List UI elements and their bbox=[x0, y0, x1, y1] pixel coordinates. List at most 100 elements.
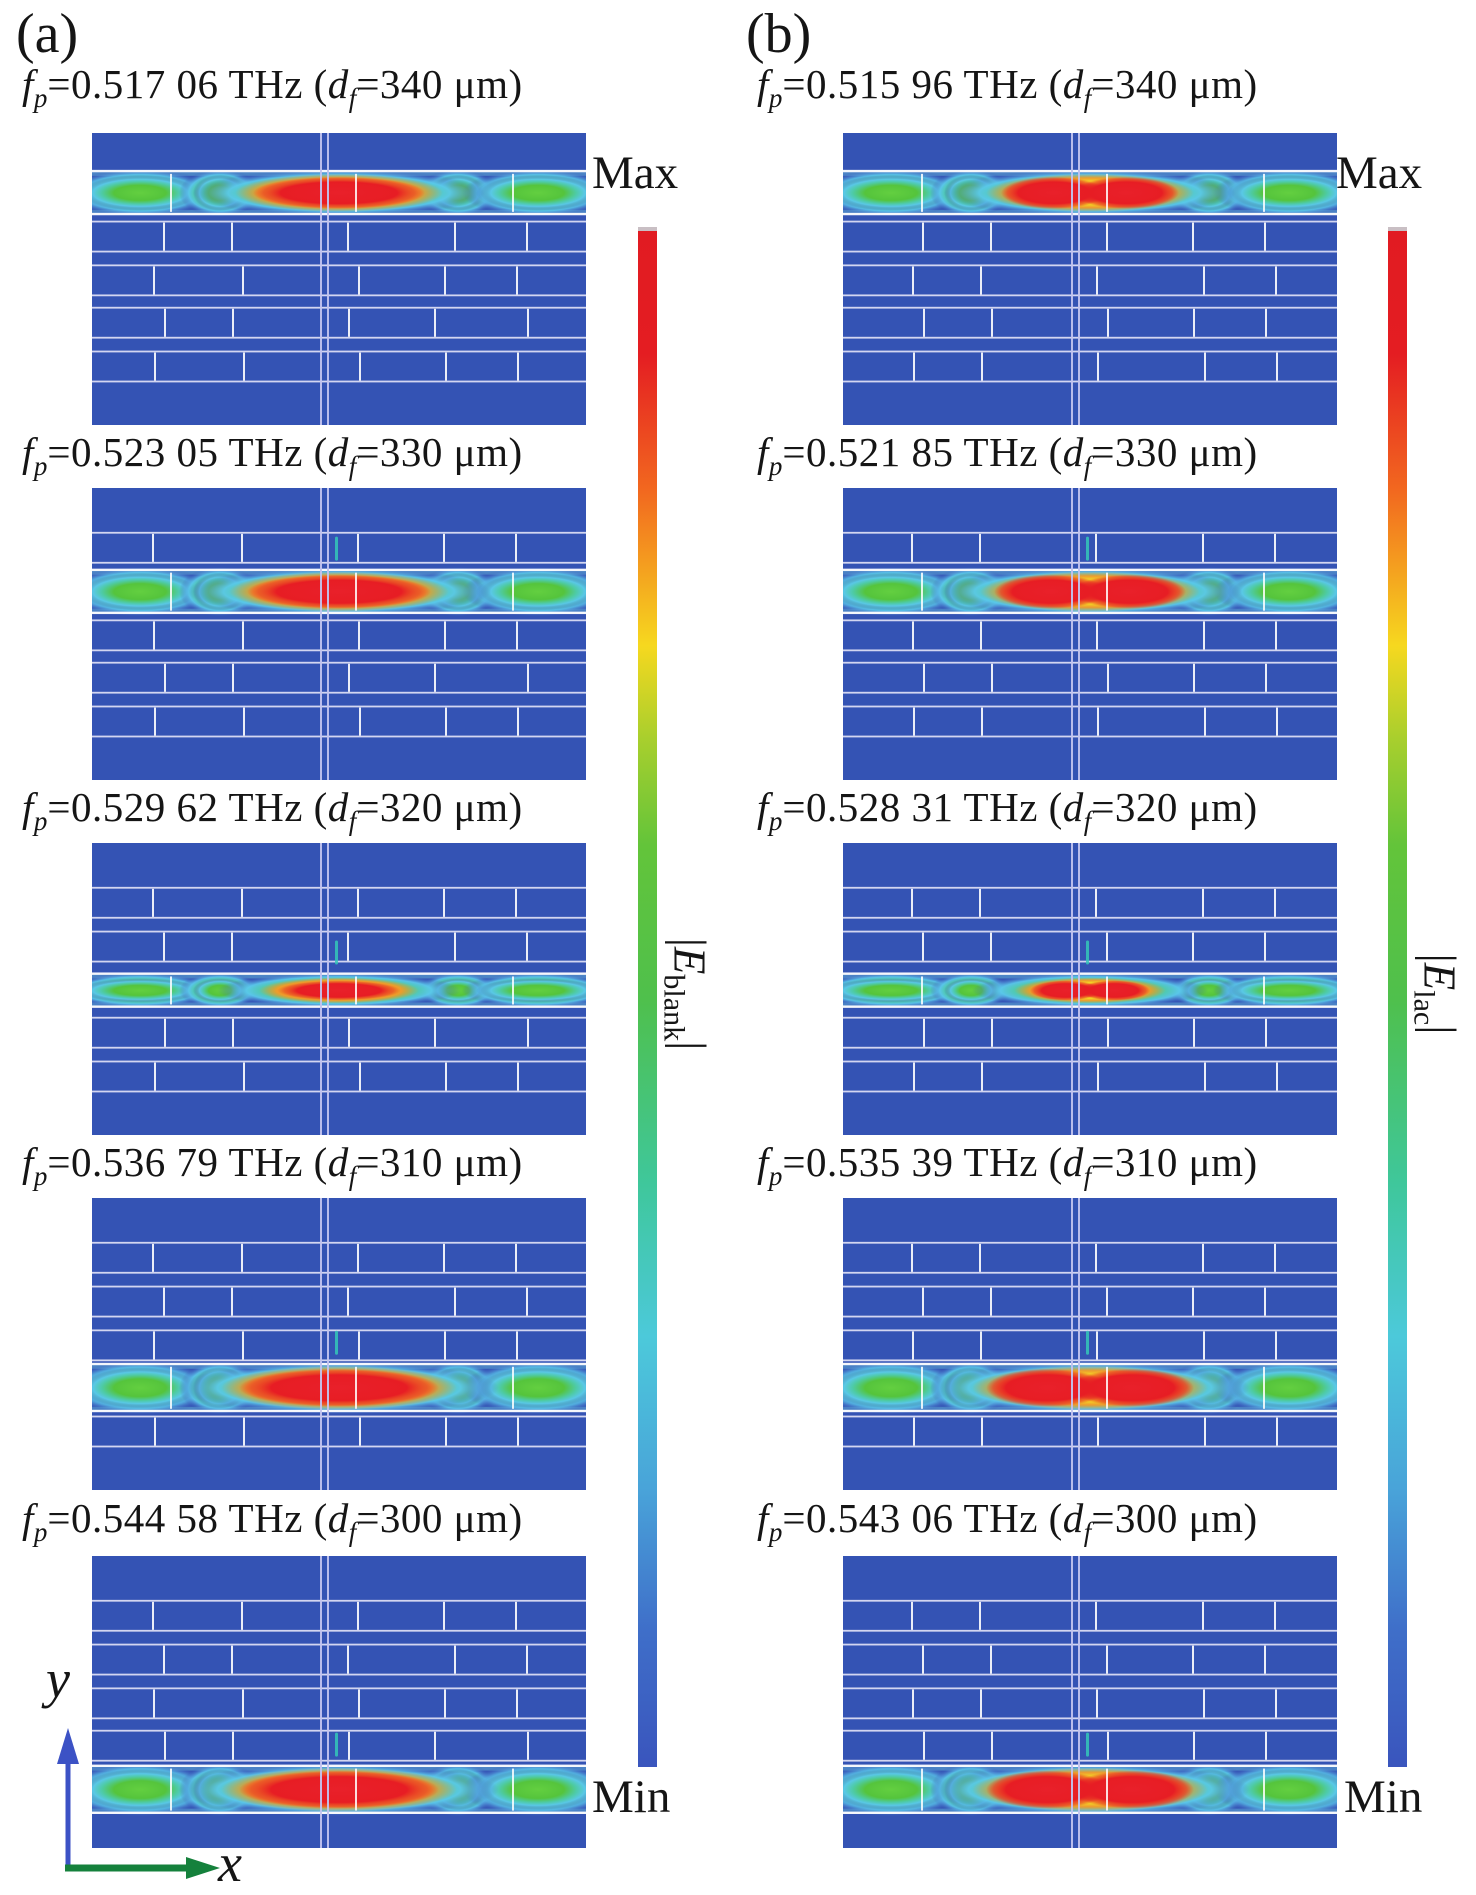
frequency-subscript: p bbox=[33, 806, 48, 836]
frequency-subscript: p bbox=[768, 1161, 783, 1191]
bragg-layer-row bbox=[92, 886, 586, 919]
center-interface-line bbox=[327, 488, 329, 780]
thickness-value: =330 μm) bbox=[356, 429, 523, 475]
thickness-value: =320 μm) bbox=[1091, 784, 1258, 830]
bragg-layer-row bbox=[92, 1687, 586, 1720]
bragg-layer-row bbox=[92, 1285, 586, 1318]
frequency-subscript: p bbox=[33, 1161, 48, 1191]
abs-bar-open: | bbox=[1414, 953, 1466, 963]
field-map-panel-b3 bbox=[843, 843, 1337, 1135]
panel-group-label-a: (a) bbox=[16, 3, 79, 65]
center-interface-line bbox=[327, 1198, 329, 1490]
field-map-panel-b4 bbox=[843, 1198, 1337, 1490]
thickness-symbol: d bbox=[1062, 784, 1084, 830]
bragg-layer-row bbox=[92, 930, 586, 963]
thickness-subscript: f bbox=[348, 83, 357, 113]
thickness-subscript: f bbox=[348, 1517, 357, 1547]
bragg-layer-row bbox=[843, 1016, 1337, 1049]
bragg-layer-row bbox=[843, 1060, 1337, 1093]
colorbar-a-max-label: Max bbox=[592, 147, 679, 199]
bragg-layer-row bbox=[92, 1729, 586, 1762]
colorbar-a-quantity-label: |Eblank| bbox=[658, 937, 717, 1051]
field-map-panel-b2 bbox=[843, 488, 1337, 780]
y-axis-label: y bbox=[46, 1649, 70, 1709]
panel-background bbox=[843, 488, 1337, 780]
defect-mode-band bbox=[843, 940, 1337, 1009]
abs-bar-close: | bbox=[664, 1041, 716, 1051]
thickness-value: =310 μm) bbox=[356, 1139, 523, 1185]
frequency-value: =0.544 58 THz ( bbox=[47, 1495, 328, 1541]
bragg-layer-row bbox=[843, 531, 1337, 564]
thickness-symbol: d bbox=[1062, 61, 1084, 107]
panel-title-a5: fp=0.544 58 THz (df=300 μm) bbox=[22, 1494, 523, 1546]
bragg-layer-row bbox=[843, 1599, 1337, 1632]
colorbar-b-max-label: Max bbox=[1336, 147, 1423, 199]
bragg-layer-row bbox=[843, 220, 1337, 253]
bragg-layer-row bbox=[843, 1729, 1337, 1762]
panel-background bbox=[92, 1198, 586, 1490]
center-interface-line bbox=[1078, 133, 1080, 425]
bragg-layer-row bbox=[843, 661, 1337, 694]
center-interface-line bbox=[320, 488, 322, 780]
frequency-value: =0.535 39 THz ( bbox=[782, 1139, 1063, 1185]
center-interface-line bbox=[1078, 488, 1080, 780]
frequency-value: =0.543 06 THz ( bbox=[782, 1495, 1063, 1541]
bragg-layer-row bbox=[843, 1687, 1337, 1720]
center-interface-line bbox=[320, 843, 322, 1135]
bragg-layer-row bbox=[843, 1241, 1337, 1274]
colorbar-b-min-label: Min bbox=[1344, 1771, 1423, 1823]
colorbar-a-min-label: Min bbox=[592, 1771, 671, 1823]
frequency-value: =0.536 79 THz ( bbox=[47, 1139, 328, 1185]
bragg-layer-row bbox=[92, 1643, 586, 1676]
frequency-value: =0.529 62 THz ( bbox=[47, 784, 328, 830]
thickness-value: =340 μm) bbox=[356, 61, 523, 107]
thickness-subscript: f bbox=[1083, 451, 1092, 481]
field-leak-artifact bbox=[335, 536, 338, 561]
thickness-symbol: d bbox=[1062, 1495, 1084, 1541]
frequency-subscript: p bbox=[768, 1517, 783, 1547]
bragg-layer-row bbox=[92, 1599, 586, 1632]
panel-title-a3: fp=0.529 62 THz (df=320 μm) bbox=[22, 783, 523, 835]
frequency-value: =0.515 96 THz ( bbox=[782, 61, 1063, 107]
frequency-value: =0.517 06 THz ( bbox=[47, 61, 328, 107]
defect-mode-band bbox=[843, 1330, 1337, 1415]
frequency-subscript: p bbox=[33, 451, 48, 481]
panel-title-b1: fp=0.515 96 THz (df=340 μm) bbox=[757, 60, 1258, 112]
center-interface-line bbox=[320, 133, 322, 425]
panel-title-b2: fp=0.521 85 THz (df=330 μm) bbox=[757, 428, 1258, 480]
frequency-symbol: f bbox=[757, 1139, 769, 1185]
bragg-layer-row bbox=[843, 1285, 1337, 1318]
abs-bar-open: | bbox=[664, 937, 716, 947]
frequency-value: =0.523 05 THz ( bbox=[47, 429, 328, 475]
bragg-layer-row bbox=[843, 350, 1337, 383]
defect-mode-band bbox=[92, 1732, 586, 1817]
center-interface-line bbox=[320, 1198, 322, 1490]
bragg-layer-row bbox=[92, 1016, 586, 1049]
defect-mode-band bbox=[92, 536, 586, 617]
thickness-subscript: f bbox=[1083, 806, 1092, 836]
center-interface-line bbox=[1071, 843, 1073, 1135]
frequency-symbol: f bbox=[22, 1139, 34, 1185]
defect-mode-band bbox=[92, 168, 586, 217]
panel-title-b3: fp=0.528 31 THz (df=320 μm) bbox=[757, 783, 1258, 835]
thickness-symbol: d bbox=[1062, 429, 1084, 475]
bragg-layer-row bbox=[843, 619, 1337, 652]
bragg-layer-row bbox=[843, 1415, 1337, 1448]
frequency-symbol: f bbox=[22, 61, 34, 107]
coordinate-axes bbox=[57, 1728, 220, 1879]
field-leak-artifact bbox=[335, 940, 338, 965]
defect-mode-band bbox=[843, 1732, 1337, 1817]
field-map-panel-a3 bbox=[92, 843, 586, 1135]
center-interface-line bbox=[1071, 488, 1073, 780]
center-interface-line bbox=[1071, 133, 1073, 425]
panel-title-a2: fp=0.523 05 THz (df=330 μm) bbox=[22, 428, 523, 480]
colorbar-a bbox=[638, 227, 657, 1767]
thickness-value: =300 μm) bbox=[356, 1495, 523, 1541]
center-interface-line bbox=[1071, 1556, 1073, 1848]
bragg-layer-row bbox=[92, 1241, 586, 1274]
bragg-layer-row bbox=[92, 661, 586, 694]
frequency-symbol: f bbox=[757, 1495, 769, 1541]
thickness-value: =310 μm) bbox=[1091, 1139, 1258, 1185]
thickness-subscript: f bbox=[348, 806, 357, 836]
